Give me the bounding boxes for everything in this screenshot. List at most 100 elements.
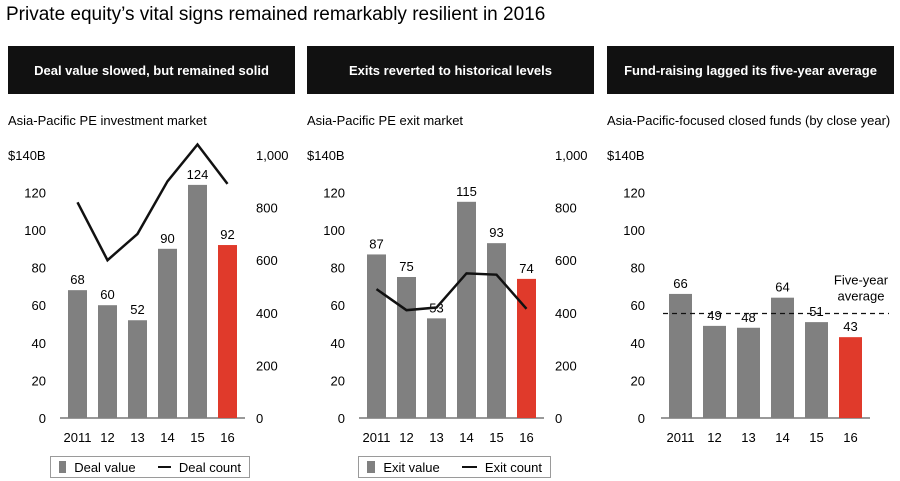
legend: Exit value Exit count [358,456,551,478]
bar-value-label: 51 [809,304,823,319]
y2-tick-label: 0 [555,411,562,426]
y2-tick-label: 1,000 [256,148,289,163]
bar [367,254,386,418]
y-tick-label: 0 [338,411,345,426]
x-tick-label: 14 [775,430,789,445]
x-tick-label: 12 [100,430,114,445]
y2-tick-label: 800 [555,201,577,216]
chart-svg: 0 20 40 60 80 100 120 $140B 0 200 400 600 800 1,000 68… [8,142,289,445]
y2-tick-label: 0 [256,411,263,426]
count-line [375,272,528,312]
y2-tick-label: 600 [555,253,577,268]
chart-svg: 0 20 40 60 80 100 120 $140B 66 49 48 64 51 43 2011 12 13… [607,148,889,445]
y-tick-label: 100 [623,223,645,238]
bar-value-label: 49 [707,308,721,323]
y-tick-label: 60 [631,298,645,313]
bar-value-label: 68 [70,272,84,287]
bar-value-label: 52 [130,302,144,317]
chart-panel-fund-raising: Fund-raising lagged its five-year averag… [607,46,897,481]
y-tick-label: 80 [32,261,46,276]
y-tick-label: 100 [323,223,345,238]
chart-panel-exit-value: Exits reverted to historical levels Asia… [307,46,597,481]
bar-value-label: 75 [399,259,413,274]
bar [188,184,207,418]
reference-line-label: Five-year [834,272,889,287]
bar-value-label: 92 [220,227,234,242]
bar [128,320,147,418]
bar-value-label: 66 [673,276,687,291]
y-axis-unit-label: $140B [607,148,645,163]
x-tick-label: 2011 [667,430,695,445]
bar-value-label: 87 [369,236,383,251]
x-tick-label: 15 [489,430,503,445]
x-tick-label: 13 [130,430,144,445]
bar [98,305,117,418]
x-tick-label: 2011 [64,430,92,445]
bar-value-label: 48 [741,310,755,325]
bar [771,297,794,418]
x-tick-label: 16 [519,430,533,445]
y2-tick-label: 1,000 [555,148,588,163]
panel-subtitle: Asia-Pacific-focused closed funds (by cl… [607,113,891,128]
legend-label-line: Deal count [178,459,241,475]
chart-svg: 0 20 40 60 80 100 120 $140B 0 200 400 600 800 1,000 87… [307,148,588,445]
x-tick-label: 16 [220,430,234,445]
x-tick-label: 13 [741,430,755,445]
x-tick-label: 15 [190,430,204,445]
y-tick-label: 0 [39,411,46,426]
y-tick-label: 20 [631,373,645,388]
page-title: Private equity’s vital signs remained re… [6,4,546,25]
y-tick-label: 20 [32,373,46,388]
count-line [76,142,229,263]
bar [397,277,416,418]
y2-tick-label: 600 [256,253,278,268]
legend-label-bar: Exit value [383,459,440,475]
bar-value-label: 64 [775,280,789,295]
bar-value-label: 124 [187,167,209,182]
bar [669,293,692,418]
legend-bar-swatch [59,461,67,473]
y2-tick-label: 400 [256,306,278,321]
bar [805,322,828,418]
y-tick-label: 120 [323,185,345,200]
bar [457,201,476,418]
x-tick-label: 16 [843,430,857,445]
bar [839,337,862,418]
y-tick-label: 40 [32,336,46,351]
y-tick-label: 120 [623,185,645,200]
bar [517,278,536,418]
y2-tick-label: 800 [256,201,278,216]
x-tick-label: 13 [429,430,443,445]
y-axis-unit-label: $140B [8,148,46,163]
bar-value-label: 43 [843,319,857,334]
y-axis-unit-label: $140B [307,148,345,163]
y-tick-label: 40 [331,336,345,351]
bar-value-label: 74 [519,261,533,276]
panel-header: Deal value slowed, but remained solid [8,46,295,94]
panel-subtitle: Asia-Pacific PE exit market [307,113,464,128]
bar-value-label: 93 [489,225,503,240]
legend-line-swatch [157,466,171,468]
legend-bar-swatch [367,461,376,473]
panel-header: Exits reverted to historical levels [307,46,594,94]
bar-value-label: 60 [100,287,114,302]
y-tick-label: 40 [631,336,645,351]
bar-value-label: 90 [160,231,174,246]
legend-label-bar: Deal value [74,459,136,475]
legend-line-swatch [461,466,477,468]
y-tick-label: 60 [331,298,345,313]
y-tick-label: 100 [24,223,46,238]
x-tick-label: 12 [707,430,721,445]
bar [158,248,177,418]
y2-tick-label: 200 [256,358,278,373]
y-tick-label: 120 [24,185,46,200]
y2-tick-label: 200 [555,358,577,373]
bar [427,318,446,418]
legend: Deal value Deal count [50,456,250,478]
x-tick-label: 14 [459,430,473,445]
x-tick-label: 2011 [363,430,391,445]
x-tick-label: 15 [809,430,823,445]
x-tick-label: 12 [399,430,413,445]
chart-panel-deal-value: Deal value slowed, but remained solid As… [8,46,298,481]
bar [218,245,237,418]
